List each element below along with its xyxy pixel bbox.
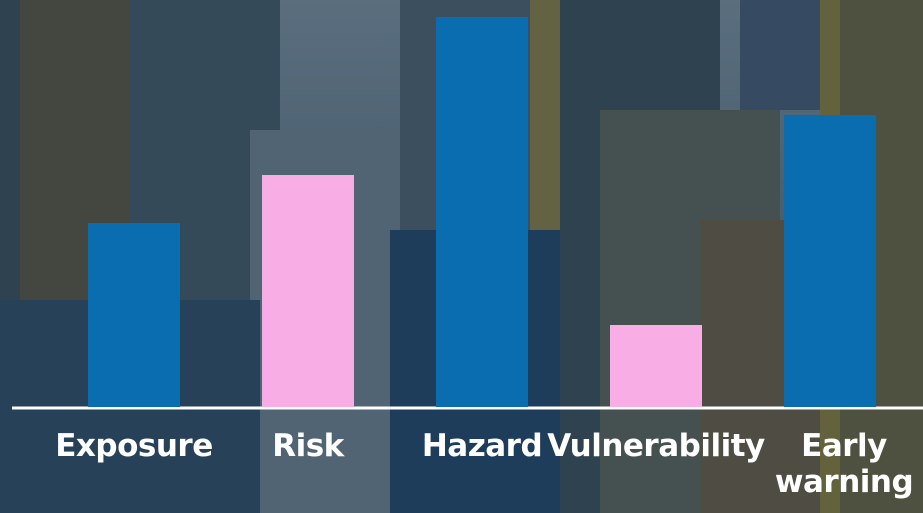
category-label: Early warning [774,428,914,500]
category-label: Vulnerability [547,428,765,464]
category-label: Exposure [55,428,213,464]
category-label: Risk [272,428,344,464]
category-label: Hazard [421,428,543,464]
bar [262,175,354,407]
bar [436,17,528,407]
bar [610,325,702,407]
bar [784,115,876,407]
bar [88,223,180,407]
